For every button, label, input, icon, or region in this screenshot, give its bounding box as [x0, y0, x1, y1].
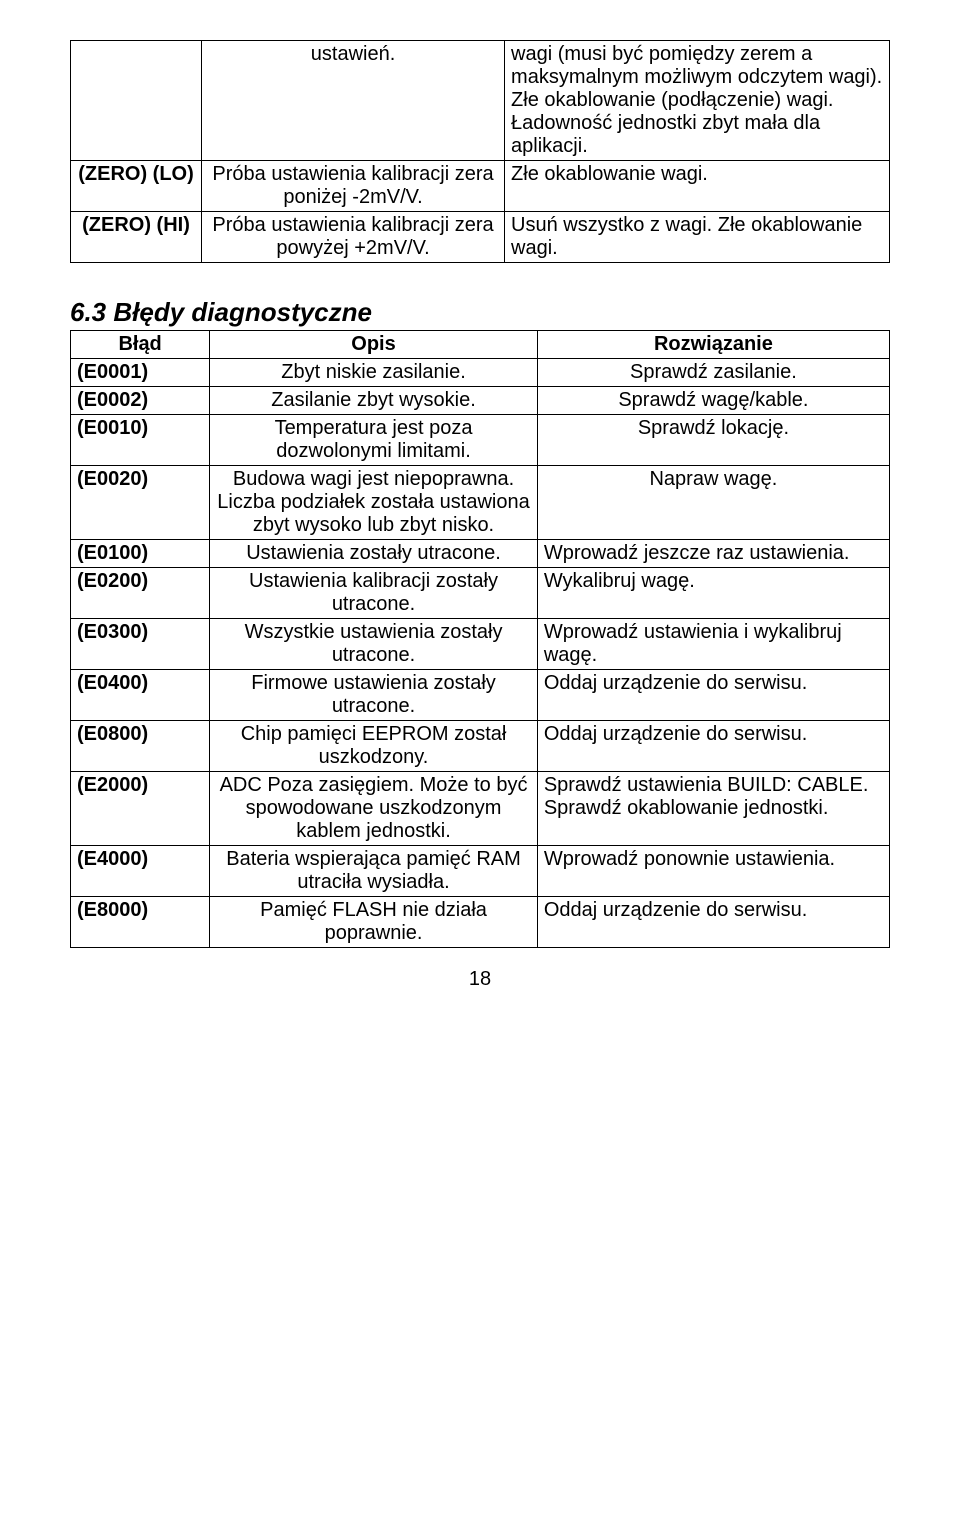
- table-row: (E0400)Firmowe ustawienia zostały utraco…: [71, 670, 890, 721]
- error-code: (E0300): [71, 619, 210, 670]
- error-description: Budowa wagi jest niepoprawna. Liczba pod…: [210, 466, 538, 540]
- error-solution: Napraw wagę.: [537, 466, 889, 540]
- table-header-row: Błąd Opis Rozwiązanie: [71, 331, 890, 359]
- table-row: (E0002)Zasilanie zbyt wysokie.Sprawdź wa…: [71, 387, 890, 415]
- error-code: (E0002): [71, 387, 210, 415]
- table-row: ustawień.wagi (musi być pomiędzy zerem a…: [71, 41, 890, 161]
- section-heading: 6.3 Błędy diagnostyczne: [70, 297, 890, 328]
- error-description: Ustawienia zostały utracone.: [210, 540, 538, 568]
- error-code: (E0800): [71, 721, 210, 772]
- error-description: Bateria wspierająca pamięć RAM utraciła …: [210, 846, 538, 897]
- error-description: Zbyt niskie zasilanie.: [210, 359, 538, 387]
- error-solution: Wykalibruj wagę.: [537, 568, 889, 619]
- error-description: Temperatura jest poza dozwolonymi limita…: [210, 415, 538, 466]
- error-description: Zasilanie zbyt wysokie.: [210, 387, 538, 415]
- error-description: Próba ustawienia kalibracji zera powyżej…: [202, 212, 505, 263]
- error-code: (E0100): [71, 540, 210, 568]
- error-code: (E8000): [71, 897, 210, 948]
- table-row: (ZERO) (LO)Próba ustawienia kalibracji z…: [71, 161, 890, 212]
- error-description: ustawień.: [202, 41, 505, 161]
- table-row: (E0800)Chip pamięci EEPROM został uszkod…: [71, 721, 890, 772]
- diagnostic-table-body: (E0001)Zbyt niskie zasilanie.Sprawdź zas…: [71, 359, 890, 948]
- table-row: (E0010)Temperatura jest poza dozwolonymi…: [71, 415, 890, 466]
- table-row: (E0001)Zbyt niskie zasilanie.Sprawdź zas…: [71, 359, 890, 387]
- header-error: Błąd: [71, 331, 210, 359]
- error-solution: Złe okablowanie wagi.: [505, 161, 890, 212]
- table-row: (E0200)Ustawienia kalibracji zostały utr…: [71, 568, 890, 619]
- table-row: (E2000)ADC Poza zasięgiem. Może to być s…: [71, 772, 890, 846]
- error-code: (E4000): [71, 846, 210, 897]
- error-code: (E2000): [71, 772, 210, 846]
- error-code: (E0010): [71, 415, 210, 466]
- error-code: (E0200): [71, 568, 210, 619]
- error-description: Pamięć FLASH nie działa poprawnie.: [210, 897, 538, 948]
- error-solution: Sprawdź lokację.: [537, 415, 889, 466]
- error-description: Firmowe ustawienia zostały utracone.: [210, 670, 538, 721]
- table-row: (E8000)Pamięć FLASH nie działa poprawnie…: [71, 897, 890, 948]
- error-solution: Oddaj urządzenie do serwisu.: [537, 897, 889, 948]
- error-solution: Usuń wszystko z wagi. Złe okablowanie wa…: [505, 212, 890, 263]
- error-solution: Oddaj urządzenie do serwisu.: [537, 721, 889, 772]
- error-code: (ZERO) (LO): [71, 161, 202, 212]
- table-row: (E0020)Budowa wagi jest niepoprawna. Lic…: [71, 466, 890, 540]
- error-solution: Wprowadź ustawienia i wykalibruj wagę.: [537, 619, 889, 670]
- error-solution: Sprawdź zasilanie.: [537, 359, 889, 387]
- error-solution: Wprowadź jeszcze raz ustawienia.: [537, 540, 889, 568]
- table-row: (E0300)Wszystkie ustawienia zostały utra…: [71, 619, 890, 670]
- page-number: 18: [70, 968, 890, 991]
- error-code: (ZERO) (HI): [71, 212, 202, 263]
- table-row: (ZERO) (HI)Próba ustawienia kalibracji z…: [71, 212, 890, 263]
- error-code: (E0001): [71, 359, 210, 387]
- error-code: (E0020): [71, 466, 210, 540]
- error-description: ADC Poza zasięgiem. Może to być spowodow…: [210, 772, 538, 846]
- error-solution: Oddaj urządzenie do serwisu.: [537, 670, 889, 721]
- table-row: (E0100)Ustawienia zostały utracone.Wprow…: [71, 540, 890, 568]
- error-solution: Sprawdź wagę/kable.: [537, 387, 889, 415]
- error-description: Chip pamięci EEPROM został uszkodzony.: [210, 721, 538, 772]
- header-solution: Rozwiązanie: [537, 331, 889, 359]
- error-description: Wszystkie ustawienia zostały utracone.: [210, 619, 538, 670]
- diagnostic-table: Błąd Opis Rozwiązanie (E0001)Zbyt niskie…: [70, 330, 890, 948]
- error-solution: Sprawdź ustawienia BUILD: CABLE. Sprawdź…: [537, 772, 889, 846]
- top-table-body: ustawień.wagi (musi być pomiędzy zerem a…: [71, 41, 890, 263]
- error-description: Próba ustawienia kalibracji zera poniżej…: [202, 161, 505, 212]
- error-code: (E0400): [71, 670, 210, 721]
- error-code: [71, 41, 202, 161]
- table-row: (E4000)Bateria wspierająca pamięć RAM ut…: [71, 846, 890, 897]
- error-description: Ustawienia kalibracji zostały utracone.: [210, 568, 538, 619]
- error-solution: wagi (musi być pomiędzy zerem a maksymal…: [505, 41, 890, 161]
- error-solution: Wprowadź ponownie ustawienia.: [537, 846, 889, 897]
- header-description: Opis: [210, 331, 538, 359]
- top-table: ustawień.wagi (musi być pomiędzy zerem a…: [70, 40, 890, 263]
